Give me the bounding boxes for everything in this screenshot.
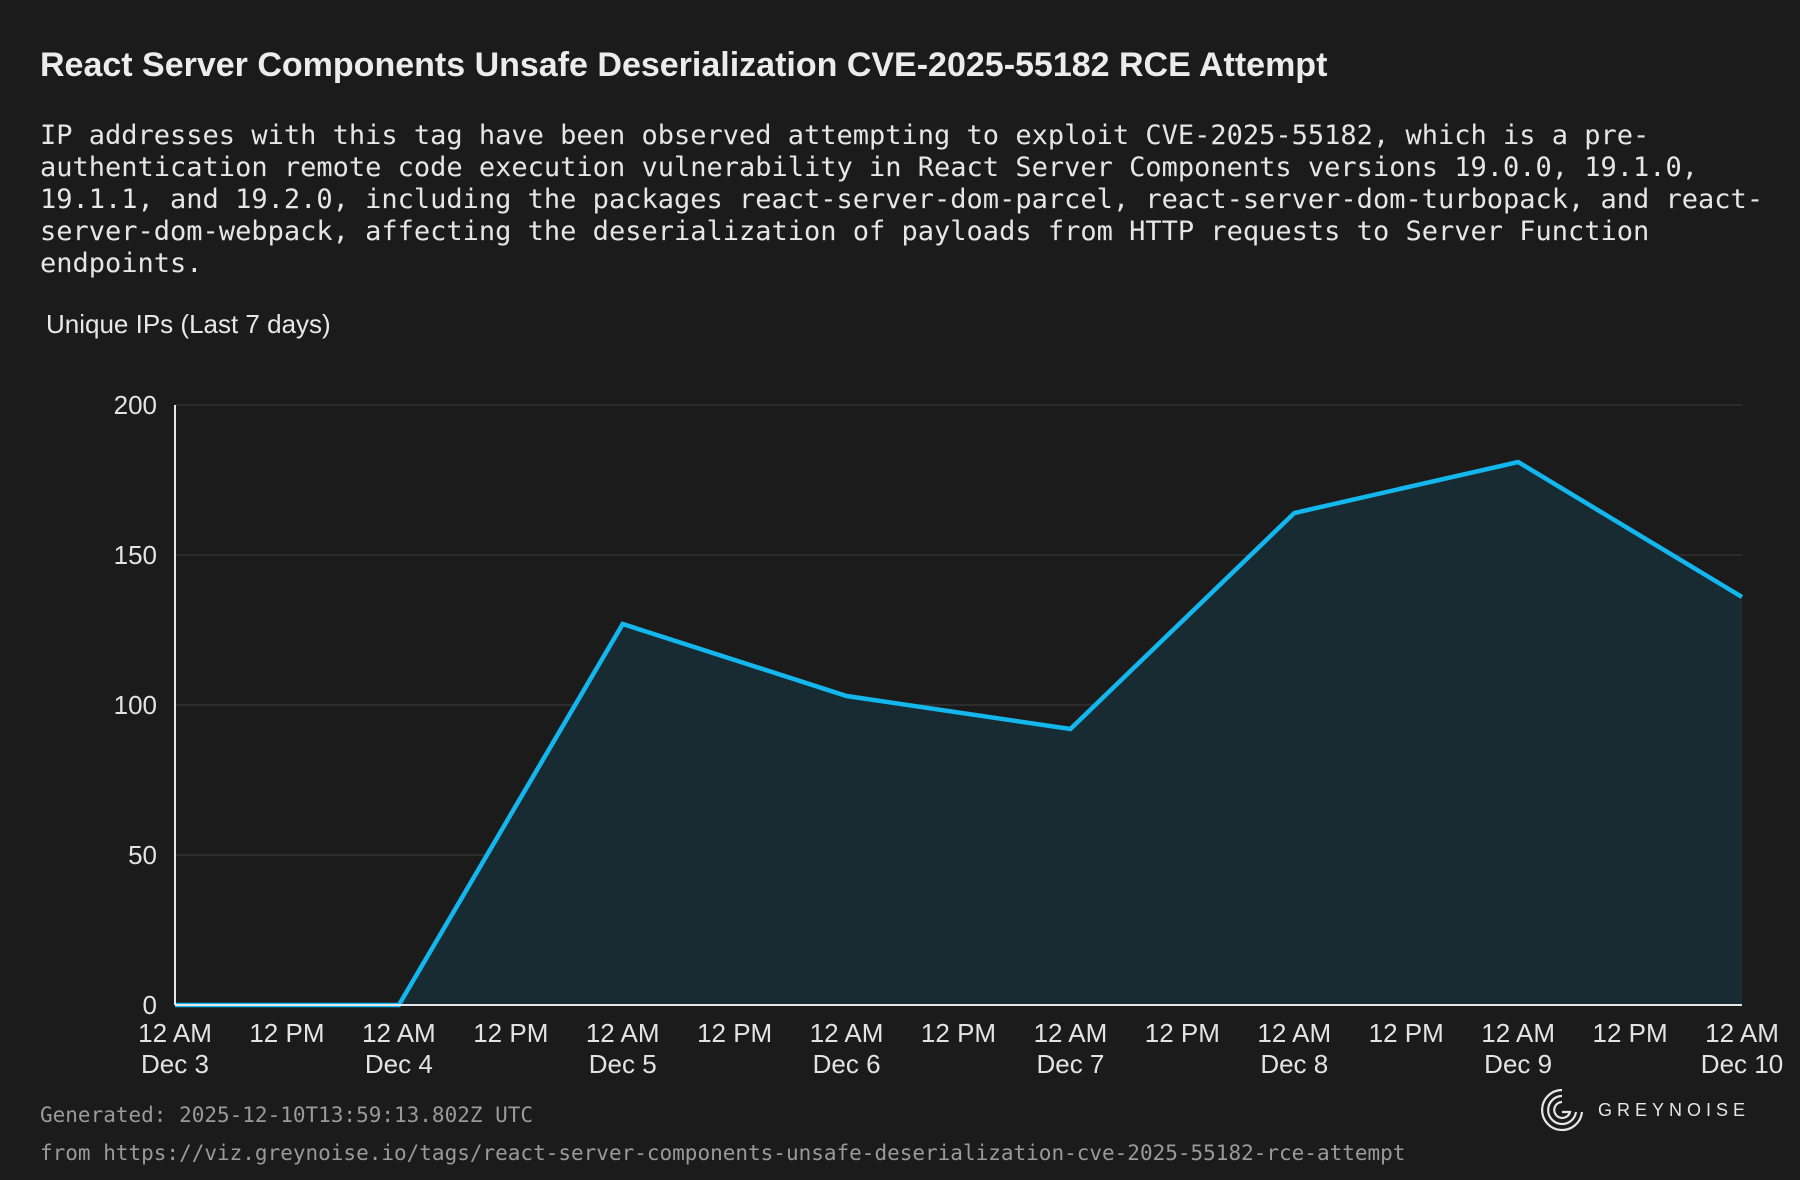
x-tick-label: 12 PM <box>697 1018 772 1048</box>
x-tick-date-label: Dec 6 <box>813 1049 881 1079</box>
chart-title: Unique IPs (Last 7 days) <box>46 309 331 339</box>
x-tick-label: 12 AM <box>1257 1018 1331 1048</box>
tag-description: IP addresses with this tag have been obs… <box>40 120 1764 279</box>
x-tick-label: 12 PM <box>921 1018 996 1048</box>
x-tick-label: 12 AM <box>586 1018 660 1048</box>
series-line <box>175 459 1744 1008</box>
source-url: from https://viz.greynoise.io/tags/react… <box>40 1141 1406 1165</box>
x-tick-label: 12 AM <box>362 1018 436 1048</box>
x-tick-date-label: Dec 5 <box>589 1049 657 1079</box>
y-tick-label: 0 <box>143 990 157 1020</box>
x-tick-label: 12 PM <box>473 1018 548 1048</box>
page-title: React Server Components Unsafe Deseriali… <box>40 46 1328 84</box>
x-tick-label: 12 PM <box>1369 1018 1444 1048</box>
greynoise-logo-icon <box>1541 1088 1584 1132</box>
y-tick-label: 200 <box>114 390 157 420</box>
x-tick-label: 12 PM <box>249 1018 324 1048</box>
greynoise-logo: GREYNOISE <box>1540 1084 1750 1136</box>
series-area-fill <box>175 462 1742 1005</box>
x-tick-label: 12 AM <box>1705 1018 1779 1048</box>
x-tick-date-label: Dec 8 <box>1260 1049 1328 1079</box>
x-tick-label: 12 PM <box>1592 1018 1667 1048</box>
x-tick-date-label: Dec 10 <box>1701 1049 1783 1079</box>
generated-timestamp: Generated: 2025-12-10T13:59:13.802Z UTC <box>40 1103 534 1127</box>
x-tick-label: 12 AM <box>1034 1018 1108 1048</box>
y-tick-label: 150 <box>114 540 157 570</box>
chart-area: 0 50 100 150 200 12 AM Dec 3 12 PM 12 AM Dec 4 12 … <box>0 300 1800 1100</box>
x-tick-label: 12 AM <box>1481 1018 1555 1048</box>
x-tick-date-label: Dec 4 <box>365 1049 433 1079</box>
x-tick-label: 12 AM <box>810 1018 884 1048</box>
brand-name: GREYNOISE <box>1598 1099 1751 1120</box>
y-tick-label: 100 <box>114 690 157 720</box>
x-tick-date-label: Dec 7 <box>1036 1049 1104 1079</box>
x-tick-label: 12 PM <box>1145 1018 1220 1048</box>
x-tick-label: 12 AM <box>138 1018 212 1048</box>
x-tick-date-label: Dec 9 <box>1484 1049 1552 1079</box>
y-tick-label: 50 <box>128 840 157 870</box>
x-tick-date-label: Dec 3 <box>141 1049 209 1079</box>
